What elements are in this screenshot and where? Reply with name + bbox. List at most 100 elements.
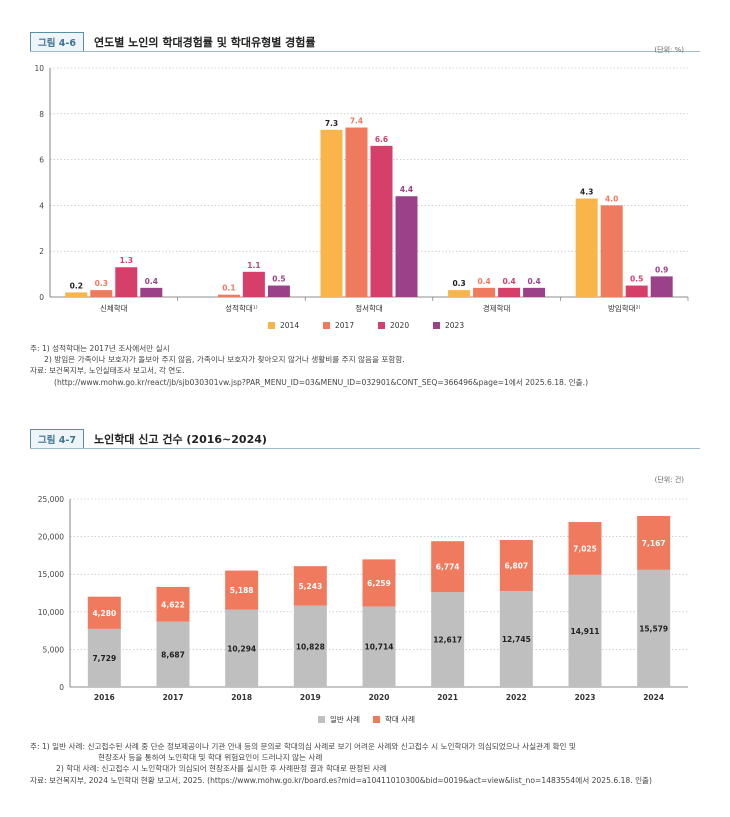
chart1-ytick-label: 4: [39, 201, 44, 210]
chart1-data-label: 7.3: [325, 119, 338, 128]
chart2-data-label-abuse: 7,167: [642, 539, 666, 548]
chart2-bar-abuse: [225, 570, 259, 610]
chart1-legend-label: 2017: [335, 321, 354, 330]
chart1-data-label: 1.1: [247, 261, 260, 270]
chart1-data-label: 0.4: [145, 277, 158, 286]
chart2-category-label: 2022: [506, 693, 527, 702]
figure1-notes: 주: 1) 성적학대는 2017년 조사에서만 실시 2) 방임은 가족이나 보…: [30, 343, 710, 388]
chart2-data-label-general: 7,729: [92, 654, 116, 663]
chart2-data-label-abuse: 5,188: [230, 586, 254, 595]
chart2-data-label-abuse: 5,243: [298, 582, 322, 591]
figure1-label: 그림 4-6: [30, 32, 84, 52]
chart1-data-label: 0.5: [272, 275, 285, 284]
chart1-ytick-label: 2: [39, 247, 44, 256]
chart1-data-label: 0.5: [630, 275, 643, 284]
figure2-label: 그림 4-7: [30, 429, 84, 449]
chart1-bar: [370, 145, 393, 297]
chart2-data-label-abuse: 6,259: [367, 579, 391, 588]
chart2-ytick-label: 0: [59, 683, 64, 692]
chart2-ytick-label: 10,000: [38, 608, 64, 617]
chart2-data-label-general: 14,911: [571, 627, 600, 636]
chart1-data-label: 4.0: [605, 194, 618, 203]
chart1-legend-swatch: [378, 322, 385, 329]
chart2-ytick-label: 25,000: [38, 495, 64, 504]
chart1-data-label: 0.4: [502, 277, 515, 286]
chart2-bar-general: [87, 628, 121, 687]
chart2-category-label: 2021: [437, 693, 458, 702]
chart1-data-label: 0.3: [95, 279, 108, 288]
chart2-data-label-abuse: 4,280: [92, 609, 116, 618]
chart1-bar: [395, 196, 418, 297]
chart2-data-label-abuse: 4,622: [161, 600, 185, 609]
chart1-data-label: 7.4: [350, 117, 363, 126]
chart2-data-label-general: 8,687: [161, 650, 185, 659]
chart2-ytick-label: 5,000: [43, 645, 65, 654]
chart2-data-label-general: 10,828: [296, 642, 325, 651]
chart2-bar-general: [568, 574, 602, 687]
chart1-ytick-label: 6: [39, 156, 44, 165]
figure1-note-2: 2) 방임은 가족이나 보호자가 돌보아 주지 않음, 가족이나 보호자가 찾아…: [44, 355, 405, 365]
figure1-source: 자료: 보건복지부, 노인실태조사 보고서, 각 연도.: [30, 366, 185, 376]
chart2-category-label: 2016: [94, 693, 115, 702]
figure1-title: 연도별 노인의 학대경험률 및 학대유형별 경험률: [93, 36, 316, 49]
chart1-legend-swatch: [323, 322, 330, 329]
chart1-bar: [523, 287, 546, 297]
chart2-data-label-abuse: 7,025: [573, 544, 597, 553]
figure2-title: 노인학대 신고 건수 (2016~2024): [93, 433, 267, 446]
figure1-header: 그림 4-6 연도별 노인의 학대경험률 및 학대유형별 경험률: [30, 32, 316, 52]
chart1-bar: [217, 294, 240, 297]
chart2-bar-abuse: [87, 596, 121, 629]
chart2-data-label-general: 10,294: [227, 644, 256, 653]
chart2-bar-abuse: [499, 539, 533, 592]
figure1-note-1: 주: 1) 성적학대는 2017년 조사에서만 실시: [30, 344, 170, 353]
chart1-legend-label: 2020: [390, 321, 409, 330]
chart2-legend-swatch: [373, 716, 380, 723]
chart1-legend-swatch: [433, 322, 440, 329]
chart2-data-label-abuse: 6,807: [504, 562, 528, 571]
figure1-unit: (단위: %): [654, 46, 684, 54]
chart1-bar: [448, 290, 471, 297]
chart2-category-label: 2019: [300, 693, 321, 702]
chart1-bar: [115, 267, 138, 297]
chart2-category-label: 2024: [643, 693, 664, 702]
chart2-category-label: 2020: [369, 693, 390, 702]
chart1-bar: [267, 285, 290, 297]
chart2-bar-abuse: [362, 559, 396, 607]
chart1-bar: [320, 129, 343, 297]
chart2-legend-swatch: [318, 716, 325, 723]
chart1-bar: [575, 198, 598, 297]
chart2-bar-abuse: [293, 566, 327, 606]
figure2-note-2: 2) 학대 사례: 신고접수 시 노인학대가 의심되어 현장조사를 실시한 후 …: [56, 764, 387, 774]
chart2-category-label: 2017: [163, 693, 184, 702]
chart1-data-label: 0.4: [477, 277, 490, 286]
chart1-category-label: 경제학대: [483, 303, 511, 313]
chart1-legend-label: 2014: [280, 321, 299, 330]
chart2-bar-general: [156, 621, 190, 687]
chart2-ytick-label: 15,000: [38, 570, 64, 579]
chart1-data-label: 4.3: [580, 188, 593, 197]
chart2-data-label-general: 12,617: [433, 636, 462, 645]
chart1-data-label: 1.3: [120, 256, 133, 265]
chart1-bar: [600, 205, 623, 297]
chart2-bar-general: [362, 606, 396, 687]
chart2-data-label-general: 10,714: [365, 643, 394, 652]
figure2-unit: (단위: 건): [654, 476, 684, 484]
chart2-bar-abuse: [431, 541, 465, 593]
chart1-bar: [650, 276, 673, 297]
chart2-bar-abuse: [637, 515, 671, 570]
figure2-note-1: 주: 1) 일반 사례: 신고접수된 사례 중 단순 정보제공이나 기관 안내 …: [30, 742, 576, 751]
figure2-header: 그림 4-7 노인학대 신고 건수 (2016~2024): [30, 429, 267, 449]
figure2-notes: 주: 1) 일반 사례: 신고접수된 사례 중 단순 정보제공이나 기관 안내 …: [30, 741, 710, 786]
chart2-legend-label: 학대 사례: [385, 714, 415, 724]
chart1-category-label: 방임학대²⁾: [608, 303, 641, 313]
chart1-ytick-label: 10: [34, 64, 44, 73]
chart1-legend-label: 2023: [445, 321, 464, 330]
chart2-data-label-general: 15,579: [639, 624, 668, 633]
chart2-category-label: 2023: [575, 693, 596, 702]
chart2-bar-abuse: [156, 586, 190, 622]
figure2-rule: [30, 448, 700, 449]
chart2-bar-general: [431, 592, 465, 687]
chart1-data-label: 0.2: [70, 281, 83, 290]
chart1-ytick-label: 0: [39, 293, 44, 302]
chart1-data-label: 0.4: [527, 277, 540, 286]
